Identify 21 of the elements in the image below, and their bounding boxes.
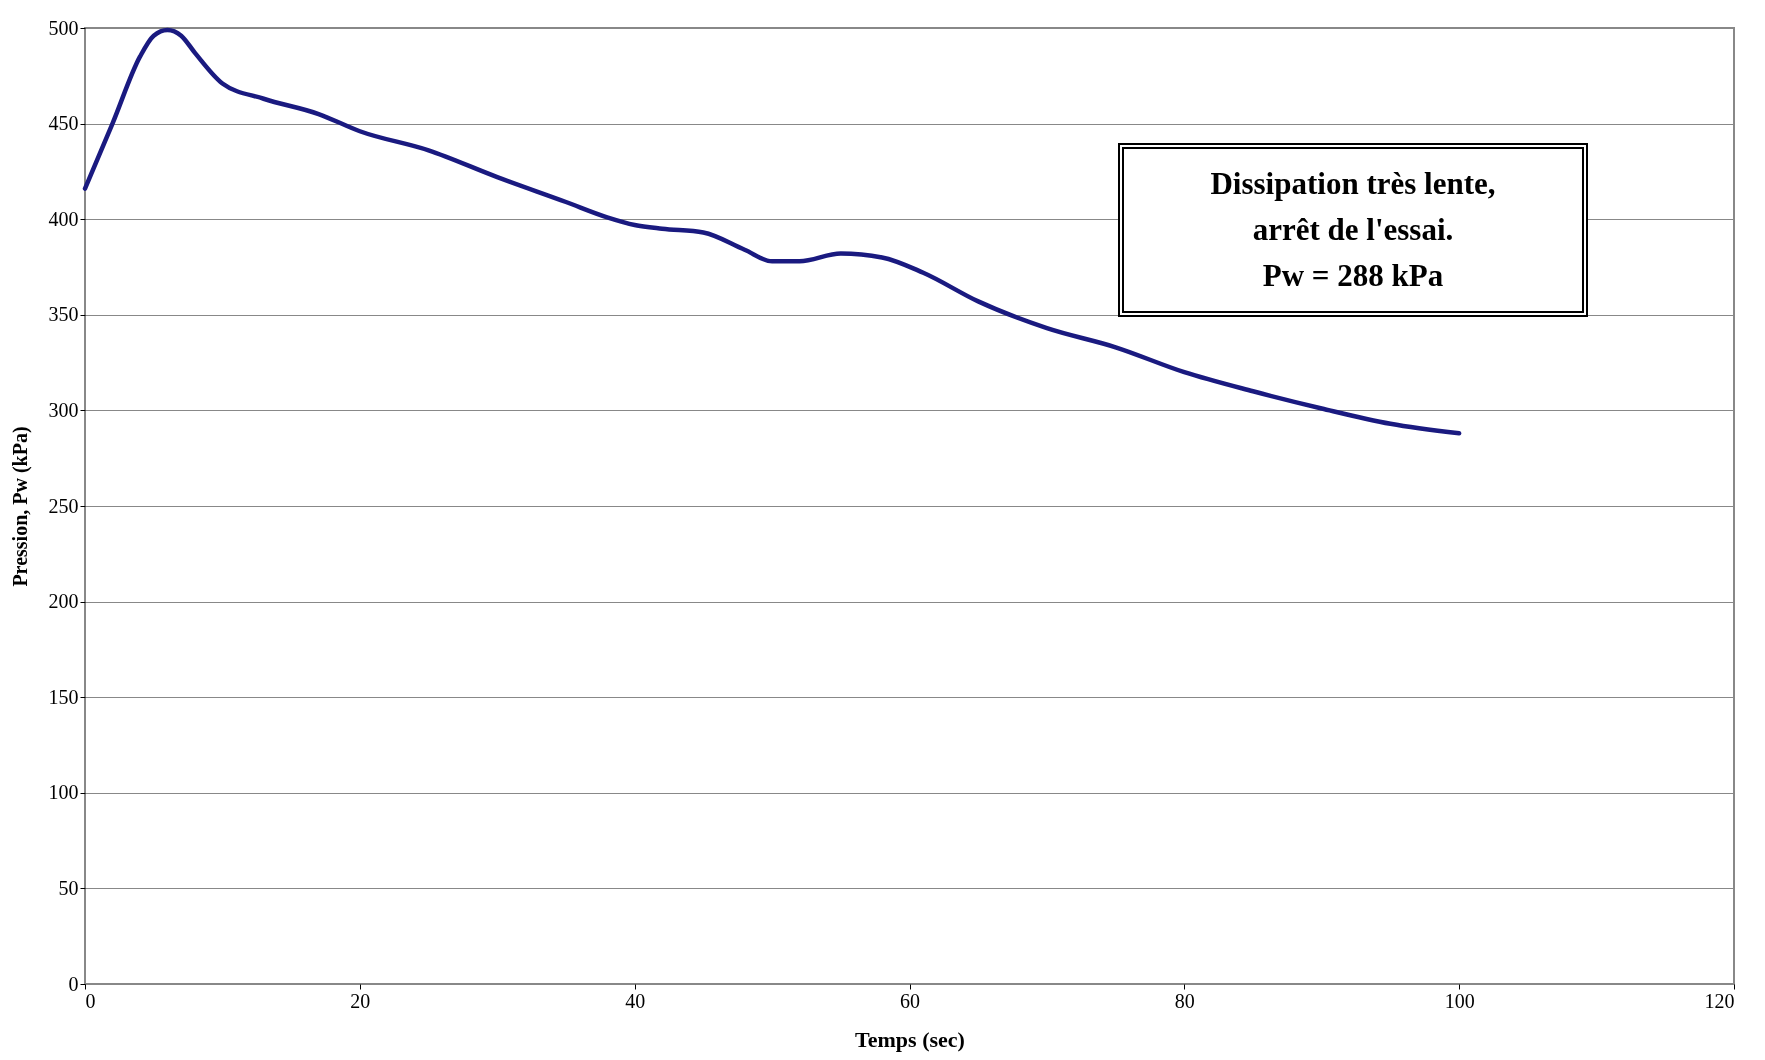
x-axis-title: Temps (sec): [855, 1026, 965, 1052]
y-tick-label: 150: [48, 685, 79, 708]
x-tick-label: 0: [85, 989, 96, 1012]
y-tick-label: 350: [48, 303, 79, 326]
x-tick-label: 20: [350, 989, 371, 1012]
y-tick-label: 0: [68, 972, 79, 995]
y-tick-label: 400: [48, 207, 79, 230]
x-tick-label: 80: [1174, 989, 1195, 1012]
y-tick-label: 500: [48, 16, 79, 39]
note-box: Dissipation très lente, arrêt de l'essai. Pw = 288 kPa: [1118, 143, 1588, 317]
y-tick-label: 50: [58, 876, 79, 899]
y-axis-title: Pression, Pw (kPa): [8, 426, 32, 587]
y-tick-label: 250: [48, 494, 79, 517]
x-tick-label: 100: [1444, 989, 1475, 1012]
y-tick-label: 100: [48, 781, 79, 804]
y-tick-label: 200: [48, 590, 79, 613]
y-tick-label: 450: [48, 112, 79, 135]
y-tick-label: 300: [48, 398, 79, 421]
x-tick-label: 60: [900, 989, 920, 1012]
x-tick-label: 120: [1704, 989, 1735, 1012]
x-tick-label: 40: [625, 989, 646, 1012]
